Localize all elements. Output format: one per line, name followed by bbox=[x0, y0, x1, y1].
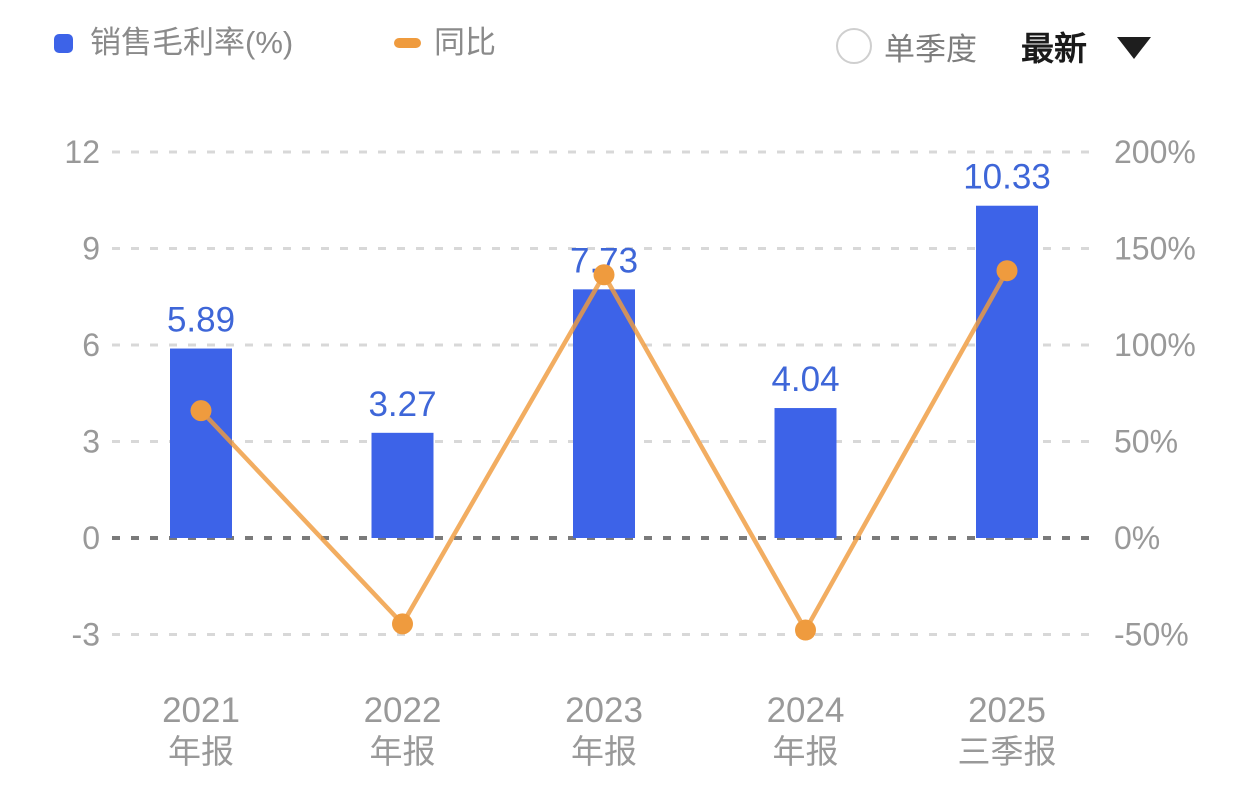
x-tick-year: 2024 bbox=[767, 691, 845, 730]
line-series-marker-icon bbox=[394, 38, 421, 48]
yoy-point-2025[interactable] bbox=[996, 260, 1018, 282]
x-tick-year: 2025 bbox=[968, 691, 1046, 730]
x-tick-year: 2022 bbox=[364, 691, 442, 730]
left-axis-tick: -3 bbox=[72, 617, 100, 653]
single-quarter-label[interactable]: 单季度 bbox=[884, 31, 977, 67]
right-axis-tick: 200% bbox=[1114, 134, 1196, 170]
x-tick-year: 2021 bbox=[162, 691, 240, 730]
legend-item-gross-margin[interactable]: 销售毛利率(%) bbox=[54, 24, 293, 62]
period-selector-value[interactable]: 最新 bbox=[1021, 30, 1087, 67]
bar-2022[interactable] bbox=[371, 432, 434, 538]
right-axis-tick: 0% bbox=[1114, 520, 1160, 556]
left-axis-tick: 9 bbox=[82, 231, 100, 267]
x-tick-period: 年报 bbox=[571, 733, 637, 770]
left-axis-tick: 0 bbox=[82, 520, 100, 556]
yoy-point-2023[interactable] bbox=[593, 264, 615, 286]
legend-label-gross-margin: 销售毛利率(%) bbox=[90, 25, 294, 60]
right-axis-tick: 50% bbox=[1114, 424, 1178, 460]
yoy-point-2022[interactable] bbox=[392, 613, 413, 635]
yoy-point-2021[interactable] bbox=[190, 400, 212, 422]
bar-2021[interactable] bbox=[170, 348, 232, 538]
yoy-point-2024[interactable] bbox=[795, 619, 816, 641]
legend-item-yoy[interactable]: 同比 bbox=[394, 24, 496, 62]
left-axis-tick: 12 bbox=[64, 134, 100, 170]
right-axis-tick: -50% bbox=[1114, 617, 1189, 653]
bar-value-label: 10.33 bbox=[963, 158, 1051, 197]
left-axis-tick: 6 bbox=[82, 327, 100, 363]
bar-2025[interactable] bbox=[976, 205, 1038, 539]
left-axis-tick: 3 bbox=[82, 424, 100, 460]
x-tick-period: 年报 bbox=[168, 733, 234, 770]
period-selector[interactable]: 最新 bbox=[1021, 22, 1151, 70]
right-axis-tick: 150% bbox=[1114, 231, 1196, 267]
chart-controls: 单季度 最新 bbox=[836, 22, 1151, 70]
bar-value-label: 3.27 bbox=[368, 385, 436, 424]
x-tick-period: 年报 bbox=[773, 733, 839, 770]
x-tick-period: 年报 bbox=[370, 733, 436, 770]
bar-series-marker-icon bbox=[54, 33, 73, 53]
caret-down-icon bbox=[1117, 37, 1151, 59]
bar-value-label: 4.04 bbox=[771, 360, 839, 399]
right-axis-tick: 100% bbox=[1114, 327, 1196, 363]
bar-2024[interactable] bbox=[774, 408, 837, 538]
x-tick-year: 2023 bbox=[565, 691, 643, 730]
x-tick-period: 三季报 bbox=[958, 733, 1057, 770]
bar-2023[interactable] bbox=[573, 289, 635, 538]
bar-value-label: 5.89 bbox=[167, 301, 235, 340]
single-quarter-radio[interactable] bbox=[836, 28, 872, 64]
legend-label-yoy: 同比 bbox=[434, 25, 496, 60]
